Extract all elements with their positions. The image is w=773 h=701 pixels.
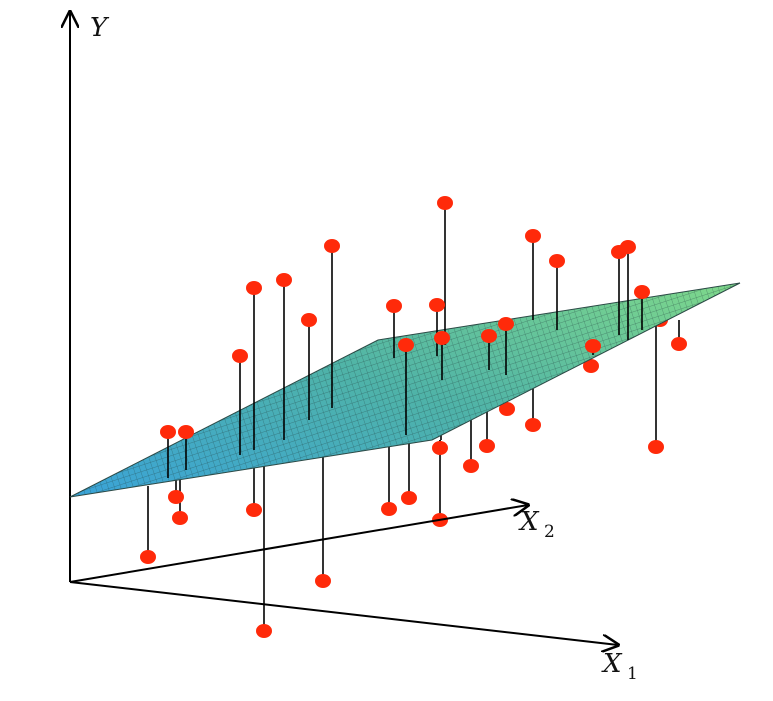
data-point xyxy=(549,254,565,268)
data-point xyxy=(463,459,479,473)
data-point xyxy=(648,440,664,454)
data-point xyxy=(585,339,601,353)
data-point xyxy=(437,196,453,210)
data-point xyxy=(398,338,414,352)
data-point xyxy=(498,317,514,331)
data-point xyxy=(479,439,495,453)
x1-axis xyxy=(69,581,618,645)
data-point xyxy=(432,441,448,455)
data-point xyxy=(246,281,262,295)
axes xyxy=(70,12,618,645)
data-point xyxy=(246,503,262,517)
axis-labels: Y X 1 X 2 xyxy=(90,13,638,684)
data-point xyxy=(434,331,450,345)
x1-axis-subscript: 1 xyxy=(627,664,638,684)
data-point xyxy=(276,273,292,287)
data-point xyxy=(140,550,156,564)
data-point xyxy=(481,329,497,343)
data-point xyxy=(525,418,541,432)
data-point xyxy=(160,425,176,439)
data-point xyxy=(583,359,599,373)
residual-stems-above-plane xyxy=(167,203,643,478)
data-point xyxy=(301,313,317,327)
x2-axis xyxy=(69,505,528,583)
x2-axis-label: X xyxy=(518,507,540,537)
data-point xyxy=(429,298,445,312)
data-point xyxy=(620,240,636,254)
data-point xyxy=(634,285,650,299)
regression-plane xyxy=(69,282,741,498)
data-point xyxy=(315,574,331,588)
data-point xyxy=(381,502,397,516)
data-point xyxy=(671,337,687,351)
data-point xyxy=(386,299,402,313)
x2-axis-subscript: 2 xyxy=(544,522,555,542)
data-point xyxy=(324,239,340,253)
data-point xyxy=(232,349,248,363)
data-point xyxy=(401,491,417,505)
x1-axis-label: X xyxy=(601,649,623,679)
data-points-above-plane xyxy=(160,196,650,439)
data-point xyxy=(256,624,272,638)
y-axis-label: Y xyxy=(90,13,110,43)
data-point xyxy=(178,425,194,439)
data-point xyxy=(499,402,515,416)
data-point xyxy=(525,229,541,243)
data-point xyxy=(168,490,184,504)
data-point xyxy=(172,511,188,525)
